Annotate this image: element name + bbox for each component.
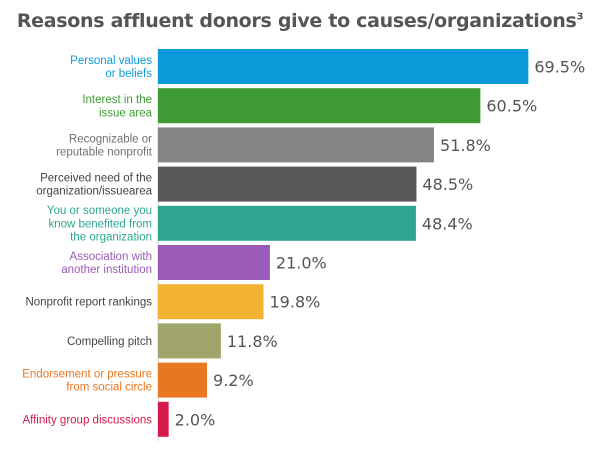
- category-label-1-line-1: Personal values: [70, 55, 152, 67]
- category-label-9-line-1: Endorsement or pressure: [22, 369, 152, 381]
- category-label-7-line-1: Nonprofit report rankings: [25, 297, 152, 309]
- bar-6: [158, 245, 270, 280]
- category-label-6: Association with another institution: [61, 251, 152, 276]
- category-label-4: Perceived need of the organization/issuea…: [36, 173, 152, 198]
- category-label-8: Compelling pitch: [67, 336, 152, 348]
- chart-title-footnote: 3: [576, 11, 584, 23]
- chart-title-text: Reasons affluent donors give to causes/o…: [16, 10, 577, 32]
- category-label-6-line-2: another institution: [61, 264, 152, 276]
- category-label-5-line-3: the organization: [70, 232, 152, 244]
- value-label-3: 51.8%: [440, 136, 491, 155]
- value-label-5: 48.4%: [422, 214, 473, 233]
- category-label-10: Affinity group discussions: [22, 414, 152, 426]
- category-label-2-line-2: issue area: [99, 107, 153, 119]
- value-label-9: 9.2%: [213, 371, 254, 390]
- bar-2: [158, 88, 481, 124]
- category-label-8-line-1: Compelling pitch: [67, 336, 152, 348]
- bar-8: [158, 323, 221, 359]
- category-label-5-line-1: You or someone you: [47, 205, 152, 217]
- chart-title: Reasons affluent donors give to causes/o…: [0, 10, 600, 32]
- category-label-6-line-1: Association with: [70, 251, 152, 263]
- bar-5: [158, 205, 416, 241]
- category-label-5-line-2: know benefited from: [48, 218, 152, 230]
- category-label-3: Recognizable or reputable nonprofit: [56, 133, 153, 158]
- category-label-1-line-2: or beliefs: [105, 68, 152, 80]
- bar-9: [158, 362, 208, 398]
- bar-10: [158, 401, 169, 437]
- bar-3: [158, 127, 435, 163]
- value-label-2: 60.5%: [486, 97, 537, 116]
- category-label-9-line-2: from social circle: [66, 382, 152, 394]
- category-label-10-line-1: Affinity group discussions: [22, 414, 152, 426]
- category-label-3-line-2: reputable nonprofit: [56, 147, 153, 159]
- category-label-4-line-1: Perceived need of the: [40, 173, 152, 185]
- category-label-2: Interest in the issue area: [82, 94, 152, 119]
- category-label-4-line-2: organization/issuearea: [36, 186, 152, 198]
- category-label-1: Personal values or beliefs: [70, 55, 152, 80]
- category-label-7: Nonprofit report rankings: [25, 297, 152, 309]
- category-label-3-line-1: Recognizable or: [69, 133, 152, 145]
- category-label-2-line-1: Interest in the: [82, 94, 152, 106]
- category-label-9: Endorsement or pressure from social circl…: [22, 369, 152, 394]
- value-label-7: 19.8%: [270, 293, 321, 312]
- bar-1: [158, 49, 529, 84]
- bar-7: [158, 284, 264, 320]
- value-label-4: 48.5%: [422, 175, 473, 194]
- bar-4: [158, 166, 417, 202]
- value-label-6: 21.0%: [276, 254, 327, 273]
- value-label-10: 2.0%: [175, 410, 216, 429]
- value-label-8: 11.8%: [227, 332, 278, 351]
- value-label-1: 69.5%: [534, 58, 585, 77]
- category-label-5: You or someone you know benefited from the…: [47, 205, 152, 243]
